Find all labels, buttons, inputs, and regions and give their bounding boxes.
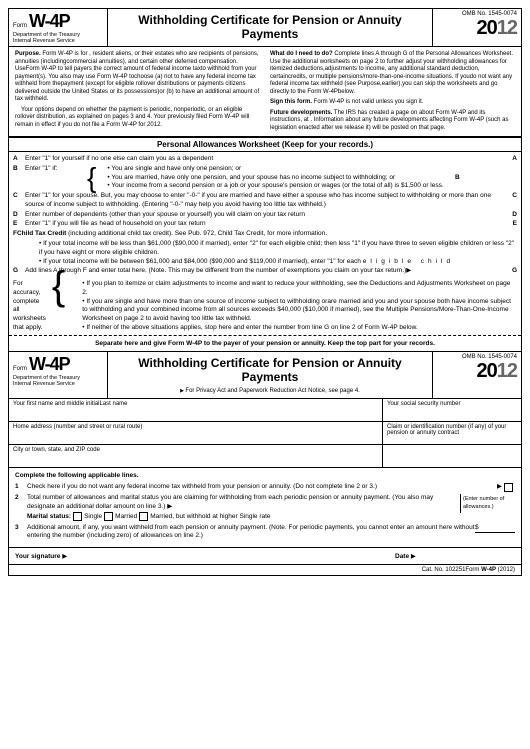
marital-status: Marital status:SingleMarriedMarried, but… bbox=[27, 513, 271, 520]
lower-year: OMB No. 1545-0074 2012 bbox=[433, 352, 521, 399]
line-b-label: Enter "1" if: bbox=[25, 165, 75, 174]
form-title: Withholding Certificate for Pension or A… bbox=[116, 13, 424, 42]
year-box: OMB No. 1545-0074 2012 bbox=[433, 9, 521, 46]
brace-icon: { bbox=[87, 174, 96, 182]
l-form-label: Form bbox=[13, 366, 27, 372]
signature-label: Your signature bbox=[15, 553, 60, 560]
single-checkbox[interactable] bbox=[73, 512, 82, 521]
line-1-num: 1 bbox=[15, 483, 27, 492]
line-3-text: Additional amount, if any, you want with… bbox=[27, 524, 475, 542]
line-a-text: Enter "1" for yourself if no one else ca… bbox=[25, 155, 501, 164]
complete-lines-section: Complete the following applicable lines.… bbox=[9, 468, 521, 547]
address-field[interactable]: Home address (number and street or rural… bbox=[9, 422, 383, 444]
allowances-box[interactable]: (Enter number of allowances.) bbox=[460, 494, 515, 513]
brace-icon-2: { bbox=[52, 280, 65, 333]
ssn-field[interactable]: Your social security number bbox=[383, 399, 521, 421]
line-d-text: Enter number of dependents (other than y… bbox=[25, 211, 501, 220]
purpose-text: Form W-4P is for , resident aliens, or t… bbox=[15, 51, 259, 102]
name-field[interactable]: Your first name and middle initialLast n… bbox=[9, 399, 383, 421]
line-g-text: Add lines A through F and enter total he… bbox=[25, 267, 501, 276]
line-1-text: Check here if you do not want any federa… bbox=[27, 483, 497, 492]
purpose-right: What do I need to do? Complete lines A t… bbox=[270, 51, 515, 132]
purpose-left: Purpose. Form W-4P is for , resident ali… bbox=[15, 51, 260, 132]
privacy-notice: For Privacy Act and Paperwork Reduction … bbox=[116, 388, 424, 394]
line-e-text: Enter "1" if you will file as head of ho… bbox=[25, 220, 501, 229]
line-f-text: (including additional child tax credit).… bbox=[66, 230, 327, 237]
line-e-r: E bbox=[501, 220, 517, 229]
address-claim-row: Home address (number and street or rural… bbox=[9, 422, 521, 445]
line-f-bullets: If your total income will be less than $… bbox=[31, 240, 517, 266]
l-title: Withholding Certificate for Pension or A… bbox=[116, 356, 424, 385]
catalog: Cat. No. 102251Form W-4P (2012) bbox=[422, 567, 515, 573]
line-b-options: You are single and have only one pension… bbox=[99, 165, 443, 191]
l-dept2: Internal Revenue Service bbox=[13, 381, 103, 387]
title-box: Withholding Certificate for Pension or A… bbox=[108, 9, 433, 46]
sign-text: Form W-4P is not valid unless you sign i… bbox=[312, 99, 424, 105]
line-1-checkbox[interactable] bbox=[504, 483, 513, 492]
accuracy-bullets: If you plan to itemize or claim adjustme… bbox=[74, 280, 517, 333]
line-g-letter: G bbox=[13, 267, 25, 276]
personal-allowances-worksheet: AEnter "1" for yourself if no one else c… bbox=[9, 152, 521, 335]
l-year: 2012 bbox=[437, 360, 517, 383]
date-label: Date bbox=[395, 553, 409, 560]
year-suffix: 12 bbox=[497, 17, 517, 39]
signature-row: Your signature ▶ Date ▶ bbox=[9, 547, 521, 564]
year-prefix: 20 bbox=[477, 17, 497, 39]
top-header: Form W-4P Department of the Treasury Int… bbox=[9, 9, 521, 47]
line-2-text: Total number of allowances and marital s… bbox=[27, 494, 460, 522]
lower-form-id: Form W-4P Department of the Treasury Int… bbox=[9, 352, 108, 399]
f-b2: If your total income will be between $61… bbox=[39, 258, 517, 267]
claim-field[interactable]: Claim or identification number (if any) … bbox=[383, 422, 521, 444]
married-higher-checkbox[interactable] bbox=[139, 512, 148, 521]
line-d-r: D bbox=[501, 211, 517, 220]
lower-title: Withholding Certificate for Pension or A… bbox=[108, 352, 433, 399]
sign-bold: Sign this form. bbox=[270, 99, 312, 105]
todo-text: Complete lines A through G of the Person… bbox=[270, 51, 513, 95]
purpose-section: Purpose. Form W-4P is for , resident ali… bbox=[9, 47, 521, 137]
line-f-label: FChild Tax Credit bbox=[13, 230, 66, 237]
line-g-r: G bbox=[501, 267, 517, 276]
dept-irs: Internal Revenue Service bbox=[13, 38, 103, 44]
footer: Cat. No. 102251Form W-4P (2012) bbox=[9, 564, 521, 575]
acc-3: If neither of the above situations appli… bbox=[82, 324, 517, 333]
purpose-bold: Purpose. bbox=[15, 51, 41, 57]
form-code: W-4P bbox=[29, 11, 70, 31]
future-bold: Future developments. bbox=[270, 110, 332, 116]
tax-year: 2012 bbox=[437, 17, 517, 40]
todo-bold: What do I need to do? bbox=[270, 51, 333, 57]
form-w4p-top: Form W-4P Department of the Treasury Int… bbox=[8, 8, 522, 576]
form-label: Form bbox=[13, 23, 27, 29]
line-b-r: B bbox=[444, 174, 460, 183]
line-b-brace: { You are single and have only one pensi… bbox=[87, 165, 444, 191]
line-b-letter: B bbox=[13, 165, 25, 174]
f-b1: If your total income will be less than $… bbox=[39, 240, 517, 258]
line-c-r: C bbox=[501, 192, 517, 201]
city-row: City or town, state, and ZIP code bbox=[9, 445, 521, 468]
line-c-letter: C bbox=[13, 192, 25, 201]
l-form-code: W-4P bbox=[29, 354, 70, 374]
purpose-text2: Your options depend on whether the payme… bbox=[15, 107, 260, 130]
line-2-num: 2 bbox=[15, 494, 27, 503]
line-d-letter: D bbox=[13, 211, 25, 220]
line-c-text: Enter "1" for your spouse. But, you may … bbox=[25, 192, 501, 210]
accuracy-label: For accuracy, complete all worksheets th… bbox=[13, 280, 46, 333]
worksheet-header: Personal Allowances Worksheet (Keep for … bbox=[9, 137, 521, 152]
accuracy-box: For accuracy, complete all worksheets th… bbox=[13, 280, 517, 333]
complete-title: Complete the following applicable lines. bbox=[15, 472, 139, 479]
line-3-num: 3 bbox=[15, 524, 27, 533]
married-checkbox[interactable] bbox=[104, 512, 113, 521]
b-opt1: You are single and have only one pension… bbox=[107, 165, 443, 174]
separate-instruction: Separate here and give Form W-4P to the … bbox=[9, 335, 521, 352]
city-field[interactable]: City or town, state, and ZIP code bbox=[9, 445, 383, 467]
lower-header: Form W-4P Department of the Treasury Int… bbox=[9, 352, 521, 400]
line-e-letter: E bbox=[13, 220, 25, 229]
acc-2: If you are single and have more than one… bbox=[82, 298, 517, 324]
acc-1: If you plan to itemize or claim adjustme… bbox=[82, 280, 517, 298]
form-id-box: Form W-4P Department of the Treasury Int… bbox=[9, 9, 108, 46]
line-a-r: A bbox=[501, 155, 517, 164]
line-a-letter: A bbox=[13, 155, 25, 164]
name-ssn-row: Your first name and middle initialLast n… bbox=[9, 399, 521, 422]
b-opt3: Your income from a second pension or a j… bbox=[107, 182, 443, 191]
b-opt2: You are married, have only one pension, … bbox=[107, 174, 443, 183]
